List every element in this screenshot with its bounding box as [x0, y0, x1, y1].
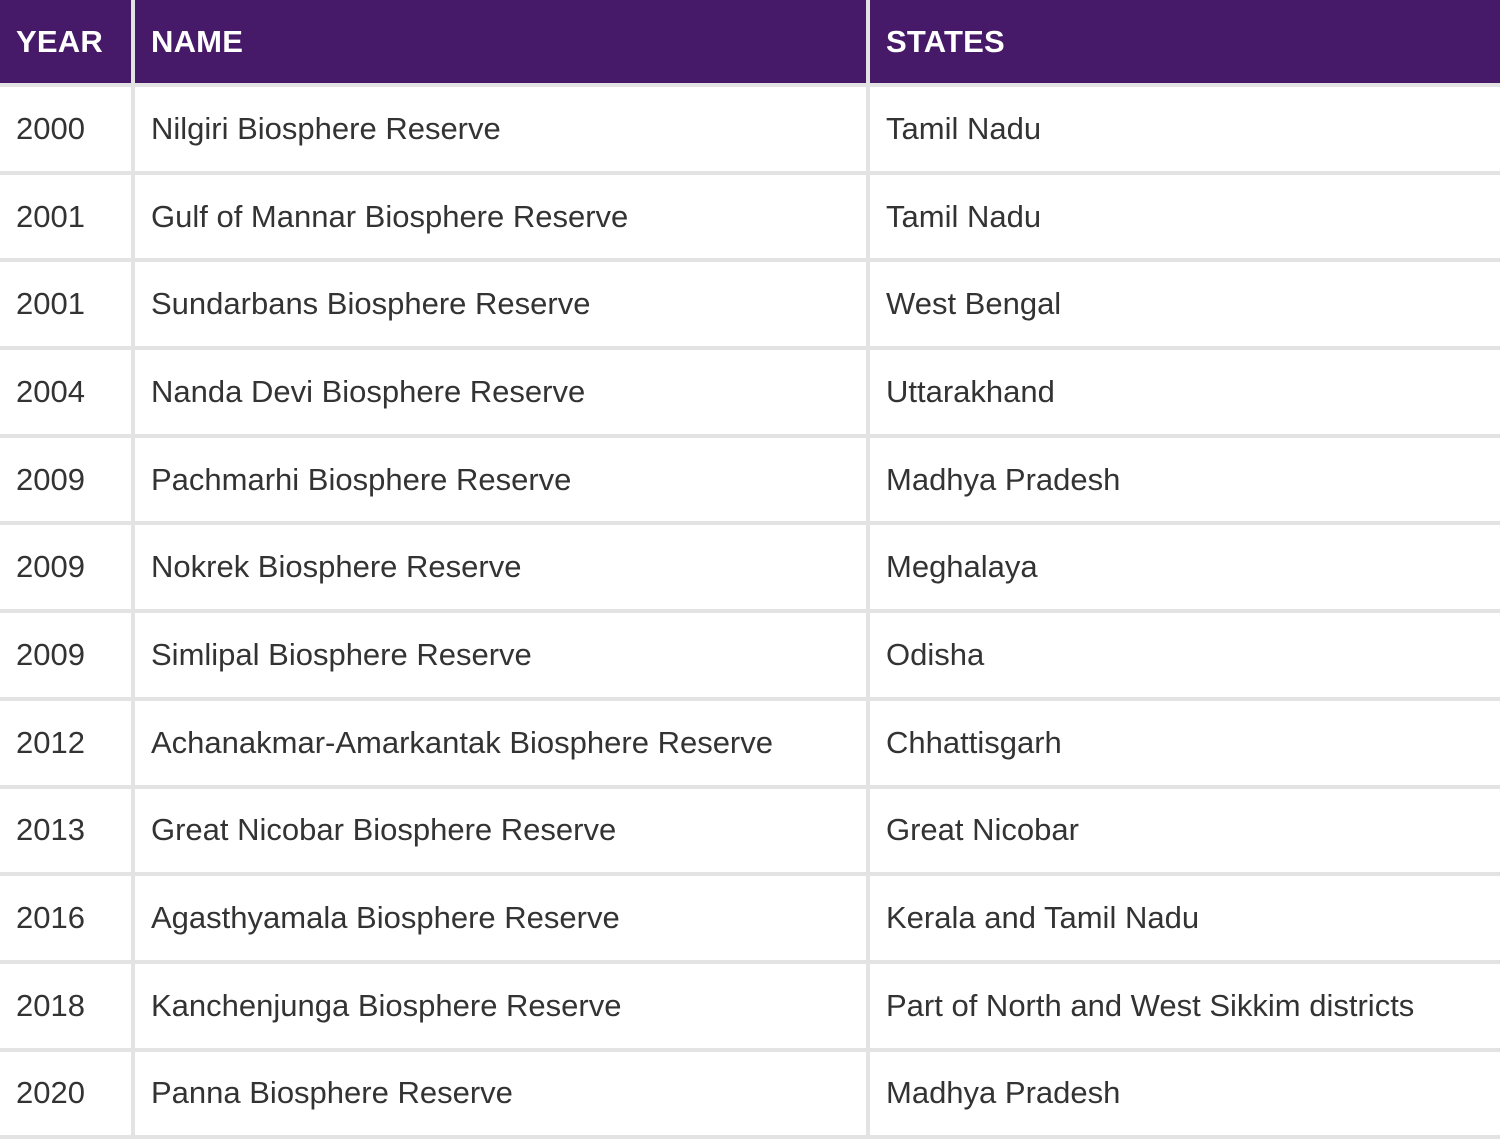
cell-name: Nilgiri Biosphere Reserve — [135, 87, 866, 171]
cell-states: Madhya Pradesh — [870, 1051, 1500, 1136]
cell-states: Chhattisgarh — [870, 700, 1500, 785]
cell-name: Panna Biosphere Reserve — [135, 1051, 866, 1136]
table-row: 2018 Kanchenjunga Biosphere Reserve Part… — [0, 963, 1500, 1048]
table-row: 2020 Panna Biosphere Reserve Madhya Prad… — [0, 1051, 1500, 1136]
header-states: STATES — [870, 0, 1500, 83]
cell-states: Part of North and West Sikkim districts — [870, 963, 1500, 1048]
header-year: YEAR — [0, 0, 131, 83]
cell-name: Kanchenjunga Biosphere Reserve — [135, 963, 866, 1048]
table-row: 2013 Great Nicobar Biosphere Reserve Gre… — [0, 788, 1500, 873]
header-row: YEAR NAME STATES — [0, 0, 1500, 83]
table-row: 2009 Pachmarhi Biosphere Reserve Madhya … — [0, 437, 1500, 522]
table-row: 2001 Sundarbans Biosphere Reserve West B… — [0, 262, 1500, 347]
cell-year: 2020 — [0, 1051, 131, 1136]
cell-year: 2001 — [0, 262, 131, 347]
cell-states: Uttarakhand — [870, 350, 1500, 434]
cell-states: West Bengal — [870, 262, 1500, 347]
table-row: 2004 Nanda Devi Biosphere Reserve Uttara… — [0, 350, 1500, 434]
cell-name: Achanakmar-Amarkantak Biosphere Reserve — [135, 700, 866, 785]
table-row: 2016 Agasthyamala Biosphere Reserve Kera… — [0, 876, 1500, 960]
cell-year: 2018 — [0, 963, 131, 1048]
table-row: 2012 Achanakmar-Amarkantak Biosphere Res… — [0, 700, 1500, 785]
cell-name: Nanda Devi Biosphere Reserve — [135, 350, 866, 434]
cell-states: Kerala and Tamil Nadu — [870, 876, 1500, 960]
cell-states: Tamil Nadu — [870, 174, 1500, 259]
cell-year: 2004 — [0, 350, 131, 434]
cell-year: 2013 — [0, 788, 131, 873]
cell-states: Meghalaya — [870, 525, 1500, 610]
cell-year: 2001 — [0, 174, 131, 259]
cell-year: 2000 — [0, 87, 131, 171]
cell-year: 2009 — [0, 525, 131, 610]
cell-name: Agasthyamala Biosphere Reserve — [135, 876, 866, 960]
cell-states: Madhya Pradesh — [870, 437, 1500, 522]
cell-name: Great Nicobar Biosphere Reserve — [135, 788, 866, 873]
cell-states: Odisha — [870, 613, 1500, 697]
cell-name: Sundarbans Biosphere Reserve — [135, 262, 866, 347]
table-body: 2000 Nilgiri Biosphere Reserve Tamil Nad… — [0, 87, 1500, 1136]
table-row: 2000 Nilgiri Biosphere Reserve Tamil Nad… — [0, 87, 1500, 171]
cell-name: Pachmarhi Biosphere Reserve — [135, 437, 866, 522]
table-header: YEAR NAME STATES — [0, 0, 1500, 83]
cell-year: 2016 — [0, 876, 131, 960]
cell-name: Simlipal Biosphere Reserve — [135, 613, 866, 697]
table-row: 2001 Gulf of Mannar Biosphere Reserve Ta… — [0, 174, 1500, 259]
cell-year: 2012 — [0, 700, 131, 785]
cell-name: Gulf of Mannar Biosphere Reserve — [135, 174, 866, 259]
cell-states: Tamil Nadu — [870, 87, 1500, 171]
cell-states: Great Nicobar — [870, 788, 1500, 873]
table-row: 2009 Nokrek Biosphere Reserve Meghalaya — [0, 525, 1500, 610]
cell-name: Nokrek Biosphere Reserve — [135, 525, 866, 610]
cell-year: 2009 — [0, 437, 131, 522]
header-name: NAME — [135, 0, 866, 83]
cell-year: 2009 — [0, 613, 131, 697]
table-row: 2009 Simlipal Biosphere Reserve Odisha — [0, 613, 1500, 697]
